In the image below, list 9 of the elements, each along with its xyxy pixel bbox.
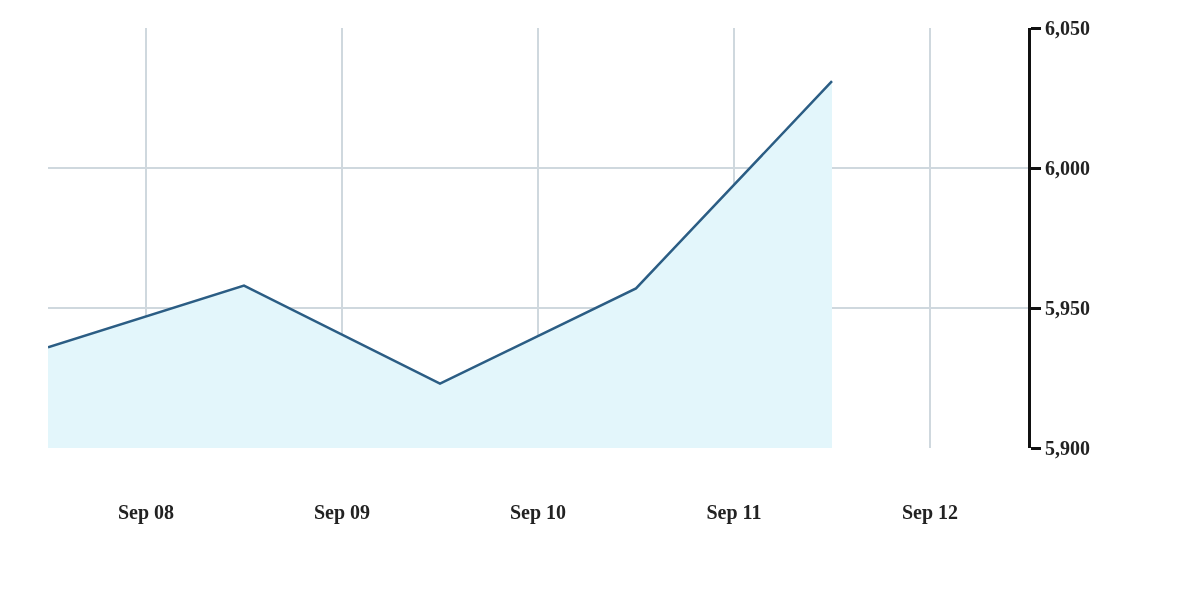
- x-tick-label: Sep 10: [509, 501, 567, 524]
- y-tick-label: 6,050: [1045, 17, 1090, 39]
- y-tick-label: 6,000: [1045, 157, 1090, 179]
- x-tick-label: Sep 08: [117, 501, 175, 524]
- y-tick-label: 5,900: [1045, 437, 1090, 459]
- x-tick-label: Sep 11: [706, 501, 762, 524]
- y-tick-label: 5,950: [1045, 297, 1090, 319]
- x-tick-label: Sep 09: [313, 501, 371, 524]
- x-tick-label: Sep 12: [901, 501, 959, 524]
